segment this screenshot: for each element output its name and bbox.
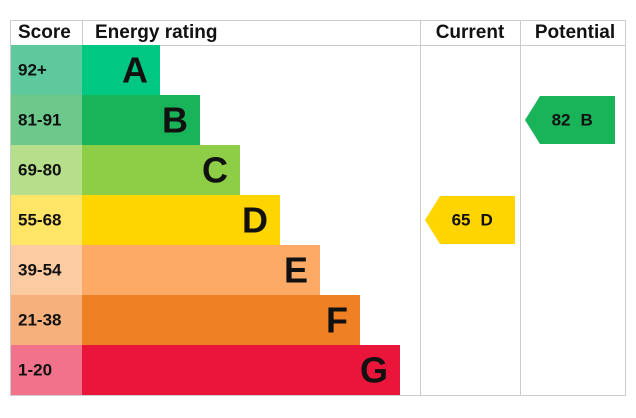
score-label: 81-91 [18, 110, 61, 129]
rating-bar [82, 95, 200, 145]
band-letter: F [326, 300, 348, 341]
band-letter: A [122, 50, 148, 91]
score-cell [11, 95, 82, 145]
score-label: 55-68 [18, 210, 61, 229]
header-potential: Potential [535, 22, 615, 43]
potential-arrow [525, 96, 615, 144]
header-rating: Energy rating [95, 22, 217, 43]
band-letter: E [284, 250, 308, 291]
potential-value: 82 [552, 110, 571, 129]
potential-band: B [581, 110, 593, 129]
score-label: 1-20 [18, 360, 52, 379]
band-letter: B [162, 100, 188, 141]
header-score: Score [18, 22, 71, 43]
score-label: 39-54 [18, 260, 62, 279]
score-label: 92+ [18, 60, 47, 79]
band-letter: G [360, 350, 388, 391]
current-band: D [481, 210, 493, 229]
score-cell [11, 195, 82, 245]
score-cell [11, 245, 82, 295]
header-current: Current [436, 22, 505, 43]
rating-bar [82, 45, 160, 95]
band-letter: C [202, 150, 228, 191]
current-value: 65 [452, 210, 471, 229]
rating-bar [82, 145, 240, 195]
current-arrow [425, 196, 515, 244]
score-label: 21-38 [18, 310, 61, 329]
rating-bar [82, 195, 280, 245]
score-cell [11, 345, 82, 395]
rating-bar [82, 245, 320, 295]
rating-bar [82, 345, 400, 395]
rating-bar [82, 295, 360, 345]
score-cell [11, 45, 82, 95]
band-letter: D [242, 200, 268, 241]
score-label: 69-80 [18, 160, 61, 179]
score-cell [11, 295, 82, 345]
frame [10, 20, 626, 396]
score-cell [11, 145, 82, 195]
